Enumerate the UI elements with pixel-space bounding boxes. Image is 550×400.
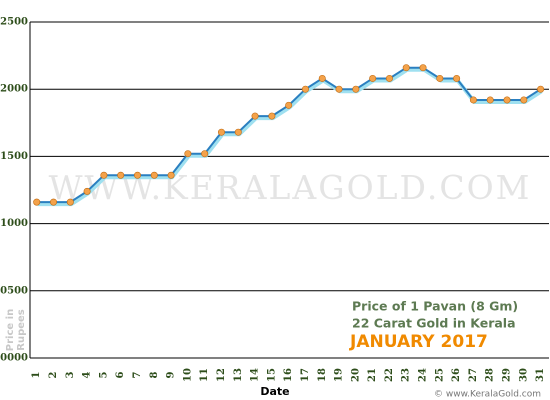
y-tick-label: 20000 — [0, 353, 28, 364]
marker — [50, 198, 58, 206]
x-tick-label: 2 — [48, 371, 59, 378]
marker — [234, 128, 242, 136]
x-tick-label: 8 — [149, 371, 160, 378]
marker — [419, 64, 427, 72]
marker — [402, 64, 410, 72]
x-tick-label: 20 — [350, 368, 361, 382]
marker — [436, 74, 444, 82]
marker — [285, 101, 293, 109]
marker — [503, 96, 511, 104]
marker — [486, 96, 494, 104]
x-tick-label: 24 — [418, 368, 429, 382]
y-axis-label: Price in Rupees — [5, 309, 27, 351]
marker — [133, 171, 141, 179]
x-tick-label: 29 — [502, 368, 513, 382]
x-tick-label: 14 — [250, 368, 261, 382]
x-tick-label: 26 — [451, 368, 462, 382]
marker — [167, 171, 175, 179]
marker — [201, 150, 209, 158]
x-tick-label: 12 — [216, 368, 227, 382]
x-tick-label: 9 — [166, 371, 177, 378]
x-tick-label: 27 — [468, 368, 479, 382]
marker — [83, 187, 91, 195]
x-tick-label: 3 — [65, 371, 76, 378]
annotation: JANUARY 2017 — [349, 332, 488, 352]
marker — [117, 171, 125, 179]
y-axis-label-line: Price in — [5, 309, 16, 351]
x-tick-label: 4 — [82, 371, 93, 378]
x-tick-label: 11 — [199, 368, 210, 382]
x-tick-label: 1 — [31, 372, 42, 379]
annotation: Price of 1 Pavan (8 Gm) — [352, 299, 518, 314]
x-tick-label: 7 — [132, 371, 143, 378]
footer: © www.KeralaGold.com — [434, 390, 541, 400]
marker — [537, 85, 545, 93]
x-tick-label: 23 — [401, 368, 412, 382]
marker — [352, 85, 360, 93]
marker — [268, 112, 276, 120]
x-tick-label: 17 — [300, 368, 311, 382]
marker — [150, 171, 158, 179]
marker — [251, 112, 259, 120]
x-tick-label: 18 — [317, 368, 328, 382]
x-tick-label: 22 — [384, 368, 395, 382]
marker — [66, 198, 74, 206]
x-tick-label: 6 — [115, 371, 126, 378]
marker — [369, 74, 377, 82]
marker — [318, 74, 326, 82]
y-tick-label: 21000 — [0, 218, 28, 229]
y-tick-label: 22000 — [0, 84, 28, 95]
marker — [217, 128, 225, 136]
marker — [301, 85, 309, 93]
x-axis-label: Date — [260, 385, 289, 398]
x-tick-label: 5 — [98, 371, 109, 378]
x-tick-label: 31 — [535, 368, 546, 382]
x-tick-label: 21 — [367, 368, 378, 382]
x-tick-label: 16 — [283, 368, 294, 382]
x-tick-label: 25 — [434, 368, 445, 382]
marker — [33, 198, 41, 206]
x-tick-label: 30 — [518, 368, 529, 382]
x-tick-label: 13 — [233, 368, 244, 382]
y-tick-label: 20500 — [0, 285, 28, 296]
x-tick-label: 10 — [182, 368, 193, 382]
x-tick-label: 28 — [485, 368, 496, 382]
marker — [520, 96, 528, 104]
x-tick-label: 19 — [334, 368, 345, 382]
marker — [335, 85, 343, 93]
y-axis-label-line: Rupees — [16, 309, 27, 351]
marker — [385, 74, 393, 82]
marker — [469, 96, 477, 104]
annotation: 22 Carat Gold in Kerala — [352, 316, 516, 331]
marker — [184, 150, 192, 158]
marker — [453, 74, 461, 82]
marker — [100, 171, 108, 179]
y-tick-label: 21500 — [0, 151, 28, 162]
y-tick-label: 22500 — [0, 17, 28, 28]
x-tick-label: 15 — [266, 368, 277, 382]
